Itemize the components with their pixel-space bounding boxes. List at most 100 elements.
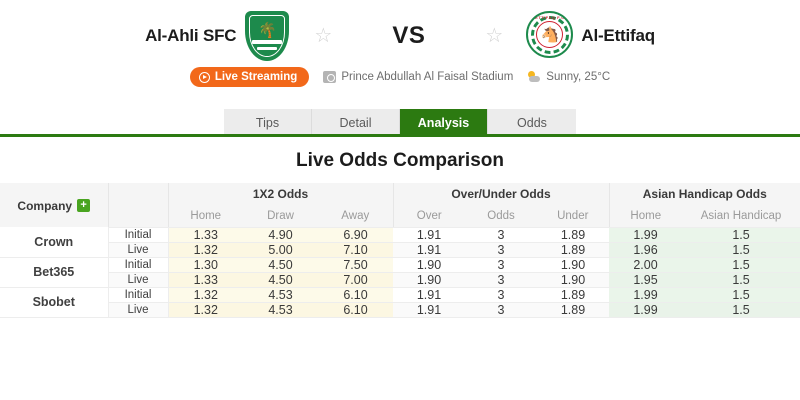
phase-label: Live <box>108 302 169 318</box>
cell-1x2-draw: 5.00 <box>243 242 318 258</box>
cell-odds: 3 <box>465 272 538 288</box>
group-header-asian-handicap: Asian Handicap Odds <box>608 183 800 205</box>
cell-over: 1.91 <box>393 227 466 243</box>
cell-1x2-draw: 4.50 <box>243 257 318 273</box>
cell-odds: 3 <box>465 257 538 273</box>
cell-odds: 3 <box>465 287 538 303</box>
cell-1x2-draw: 4.90 <box>243 227 318 243</box>
phase-label: Initial <box>108 287 169 303</box>
subheader-1x2-away: Away <box>318 205 394 228</box>
match-header: Al-Ahli SFC 🌴 ☆ VS ☆ 🐴 ETTIFAQ F.C <box>0 0 800 105</box>
tab-bar: Tips Detail Analysis Odds <box>0 105 800 137</box>
cell-ah-line: 1.5 <box>682 272 800 288</box>
table-row: Crown Initial 1.33 4.90 6.90 1.91 3 1.89… <box>0 227 800 258</box>
stadium-info: Prince Abdullah Al Faisal Stadium <box>323 71 513 83</box>
teams-row: Al-Ahli SFC 🌴 ☆ VS ☆ 🐴 ETTIFAQ F.C <box>0 9 800 63</box>
bookie-name-crown[interactable]: Crown <box>0 227 109 258</box>
play-circle-icon <box>198 71 210 83</box>
sun-cloud-icon <box>527 71 541 83</box>
cell-ah-home: 2.00 <box>609 257 683 273</box>
cell-ah-line: 1.5 <box>682 242 800 258</box>
cell-ah-home: 1.99 <box>609 227 683 243</box>
bookie-name-sbobet[interactable]: Sbobet <box>0 287 109 318</box>
subheader-1x2-draw: Draw <box>243 205 318 228</box>
cell-under: 1.89 <box>537 242 610 258</box>
al-ahli-shield-crest-icon: 🌴 <box>245 11 291 61</box>
cell-ah-line: 1.5 <box>682 302 800 318</box>
cell-1x2-home: 1.32 <box>168 242 243 258</box>
phase-label: Live <box>108 272 169 288</box>
cell-over: 1.91 <box>393 302 466 318</box>
subheader-odds: Odds <box>465 205 538 228</box>
table-row: Live 1.32 5.00 7.10 1.91 3 1.89 1.96 1.5 <box>0 242 800 258</box>
subheader-ah-home: Home <box>608 205 683 228</box>
page-title: Live Odds Comparison <box>296 150 504 171</box>
table-body: Crown Initial 1.33 4.90 6.90 1.91 3 1.89… <box>0 227 800 318</box>
away-favorite-star-icon[interactable]: ☆ <box>485 25 504 47</box>
tab-odds[interactable]: Odds <box>488 109 576 137</box>
cell-1x2-draw: 4.50 <box>243 272 318 288</box>
table-row: Live 1.33 4.50 7.00 1.90 3 1.90 1.95 1.5 <box>0 272 800 288</box>
cell-under: 1.90 <box>537 272 610 288</box>
live-streaming-button[interactable]: Live Streaming <box>189 67 310 87</box>
cell-ah-home: 1.99 <box>609 287 683 303</box>
company-header-label: Company <box>17 198 73 213</box>
table-group-header-row: Company + 1X2 Odds Over/Under Odds Asian … <box>0 183 800 227</box>
phase-label: Live <box>108 242 169 258</box>
cell-under: 1.89 <box>537 227 610 243</box>
plus-badge-icon[interactable]: + <box>77 198 91 212</box>
subheader-phase <box>107 205 168 228</box>
table-row: Live 1.32 4.53 6.10 1.91 3 1.89 1.99 1.5 <box>0 302 800 318</box>
subheader-ah-line: Asian Handicap <box>682 205 800 228</box>
cell-1x2-draw: 4.53 <box>243 302 318 318</box>
cell-1x2-away: 7.50 <box>318 257 394 273</box>
table-row: Sbobet Initial 1.32 4.53 6.10 1.91 3 1.8… <box>0 287 800 318</box>
subheader-under: Under <box>537 205 610 228</box>
tab-tips[interactable]: Tips <box>224 109 312 137</box>
table-row: Bet365 Initial 1.30 4.50 7.50 1.90 3 1.9… <box>0 257 800 288</box>
cell-ah-home: 1.95 <box>609 272 683 288</box>
bookie-name-bet365[interactable]: Bet365 <box>0 257 109 288</box>
tab-active-underline <box>0 134 800 137</box>
cell-under: 1.90 <box>537 257 610 273</box>
cell-ah-home: 1.96 <box>609 242 683 258</box>
home-team-name: Al-Ahli SFC <box>145 26 237 45</box>
weather-text: Sunny, 25°C <box>546 71 611 83</box>
stadium-icon <box>323 71 337 83</box>
cell-over: 1.90 <box>393 272 466 288</box>
cell-under: 1.89 <box>537 287 610 303</box>
group-header-over-under: Over/Under Odds <box>392 183 610 205</box>
cell-1x2-home: 1.33 <box>168 272 243 288</box>
cell-over: 1.91 <box>393 242 466 258</box>
cell-over: 1.90 <box>393 257 466 273</box>
subheader-1x2-home: Home <box>167 205 243 228</box>
cell-odds: 3 <box>465 242 538 258</box>
company-header[interactable]: Company + <box>0 183 108 227</box>
cell-ah-line: 1.5 <box>682 227 800 243</box>
phase-header-spacer <box>107 183 168 205</box>
tab-analysis[interactable]: Analysis <box>400 109 488 137</box>
cell-ah-line: 1.5 <box>682 287 800 303</box>
cell-1x2-draw: 4.53 <box>243 287 318 303</box>
cell-1x2-home: 1.32 <box>168 302 243 318</box>
al-ettifaq-circle-crest-icon: 🐴 ETTIFAQ F.C <box>526 11 574 61</box>
cell-odds: 3 <box>465 227 538 243</box>
subheader-over: Over <box>392 205 466 228</box>
group-header-1x2: 1X2 Odds <box>167 183 394 205</box>
cell-1x2-away: 7.10 <box>318 242 394 258</box>
cell-1x2-home: 1.32 <box>168 287 243 303</box>
table-subheader-row: Home Draw Away Over Odds Under Home Asia… <box>0 205 800 228</box>
cell-under: 1.89 <box>537 302 610 318</box>
vs-label: VS <box>392 22 426 49</box>
cell-odds: 3 <box>465 302 538 318</box>
phase-label: Initial <box>108 227 169 243</box>
weather-info: Sunny, 25°C <box>527 71 610 83</box>
cell-1x2-home: 1.33 <box>168 227 243 243</box>
home-favorite-star-icon[interactable]: ☆ <box>314 25 333 47</box>
cell-1x2-away: 6.10 <box>318 302 394 318</box>
cell-1x2-away: 6.10 <box>318 287 394 303</box>
cell-ah-home: 1.99 <box>609 302 683 318</box>
tab-detail[interactable]: Detail <box>312 109 400 137</box>
stadium-name: Prince Abdullah Al Faisal Stadium <box>341 71 514 83</box>
